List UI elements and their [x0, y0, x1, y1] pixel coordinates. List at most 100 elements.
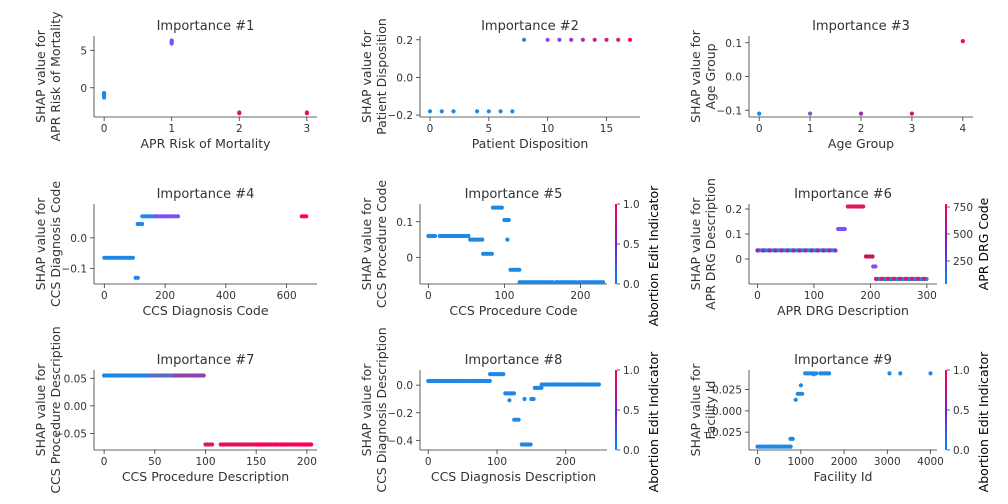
x-tick-label: 200 [155, 290, 175, 302]
x-tick-label: 100 [804, 290, 824, 302]
colorbar-tick-label: 500 [953, 229, 973, 241]
colorbar-label: Abortion Edit Indicator [976, 351, 991, 492]
y-axis-label: SHAP value for [359, 197, 374, 291]
data-point [511, 391, 517, 396]
subplot-8: Importance #8 0 100 200 −0.4 −0.2 0.0 CCS Diagn… [359, 327, 661, 492]
x-tick-label: 4000 [917, 456, 944, 468]
data-point [140, 221, 145, 227]
y-tick-label: 0.2 [725, 204, 742, 216]
x-tick-label: 2000 [831, 456, 858, 468]
data-point [793, 397, 798, 402]
data-point [201, 373, 206, 378]
y-tick-label: 0.0 [725, 72, 742, 84]
y-axis-label: SHAP value for [688, 363, 703, 457]
data-point [489, 251, 494, 256]
data-point [498, 109, 503, 114]
data-point [175, 214, 181, 219]
y-tick-label: 0.1 [396, 217, 413, 229]
data-point [879, 276, 885, 281]
x-tick-label: 200 [297, 456, 317, 468]
y-tick-label: 0.0 [70, 233, 87, 245]
data-point [909, 276, 915, 281]
x-tick-label: 150 [246, 456, 266, 468]
data-point [304, 214, 309, 219]
data-point [800, 391, 805, 396]
colorbar [615, 204, 617, 284]
x-axis-label: APR Risk of Mortality [140, 136, 271, 151]
data-point [309, 442, 314, 447]
data-point [779, 248, 784, 253]
colorbar-tick-label: 1.0 [953, 365, 970, 377]
data-point [815, 248, 820, 253]
colorbar-tick-label: 0.0 [953, 445, 970, 457]
data-point [601, 280, 606, 285]
y-axis-label: Age Group [703, 43, 718, 109]
colorbar-tick-label: 0.5 [623, 239, 640, 251]
data-point [596, 382, 602, 387]
subplot-6: Importance #6 0 100 200 300 0 0.1 0.2 APR DRG De… [688, 178, 991, 318]
y-axis-label: SHAP value for [359, 29, 374, 123]
colorbar-tick-label: 250 [953, 256, 973, 268]
data-point [903, 276, 909, 281]
y-tick-label: −0.05 [55, 428, 87, 440]
x-tick-label: 2 [236, 123, 243, 135]
x-tick-label: 300 [917, 290, 937, 302]
data-point [897, 276, 903, 281]
subplot-2: Importance #2 0 5 10 15 −0.2 0.0 0.2 Patient Dis… [359, 18, 640, 151]
subplot-title: Importance #7 [157, 353, 255, 368]
y-tick-label: −0.2 [388, 110, 414, 122]
data-point [604, 37, 609, 42]
data-point [858, 111, 864, 116]
y-tick-label: 0.025 [712, 385, 742, 397]
colorbar-tick-label: 0.0 [623, 279, 640, 291]
x-tick-label: 0 [756, 123, 763, 135]
subplot-5: Importance #5 0 100 200 0 0.1 CCS Procedure Co… [359, 180, 661, 327]
x-tick-label: 4 [959, 123, 966, 135]
data-point [451, 109, 456, 114]
y-tick-label: 0.05 [64, 373, 87, 385]
y-tick-label: −0.2 [388, 408, 414, 420]
data-point [788, 444, 793, 449]
y-tick-label: 0.0 [396, 72, 413, 84]
x-tick-label: 1 [168, 123, 175, 135]
x-axis-label: Facility Id [814, 469, 873, 484]
data-point [811, 372, 816, 377]
data-point [439, 109, 444, 114]
colorbar-label: APR DRG Code [976, 197, 991, 290]
x-tick-label: 3 [909, 123, 916, 135]
data-point [891, 276, 897, 281]
x-tick-label: 200 [570, 290, 590, 302]
data-point [757, 111, 762, 116]
data-point [506, 217, 511, 223]
x-axis-label: CCS Diagnosis Code [142, 303, 268, 318]
data-point [304, 110, 309, 115]
colorbar-tick-label: 1.0 [623, 199, 640, 211]
data-point [887, 371, 892, 376]
data-point [557, 37, 562, 42]
y-tick-label: 0 [406, 252, 413, 264]
data-point [522, 396, 527, 402]
x-tick-label: 0 [425, 290, 432, 302]
x-axis-label: CCS Diagnosis Description [431, 469, 596, 484]
y-axis-label: CCS Diagnosis Description [374, 327, 389, 492]
y-tick-label: 0.1 [725, 38, 742, 50]
x-tick-label: 10 [541, 123, 554, 135]
x-tick-label: 0 [754, 290, 761, 302]
data-point [522, 37, 527, 42]
x-axis-label: Patient Disposition [472, 136, 589, 151]
data-point [592, 37, 597, 42]
data-point [798, 383, 804, 388]
subplot-title: Importance #8 [465, 353, 563, 368]
data-point [870, 254, 875, 259]
data-point [569, 37, 574, 42]
subplot-title: Importance #2 [481, 19, 579, 34]
x-tick-label: 50 [148, 456, 161, 468]
x-axis-label: APR DRG Description [777, 303, 909, 318]
data-point [501, 372, 506, 377]
data-point [960, 39, 965, 44]
data-point [531, 396, 536, 402]
x-axis-label: CCS Procedure Code [449, 303, 577, 318]
data-point [767, 248, 772, 253]
colorbar-label: Abortion Edit Indicator [646, 351, 661, 492]
y-axis-label: SHAP value for [33, 29, 48, 123]
